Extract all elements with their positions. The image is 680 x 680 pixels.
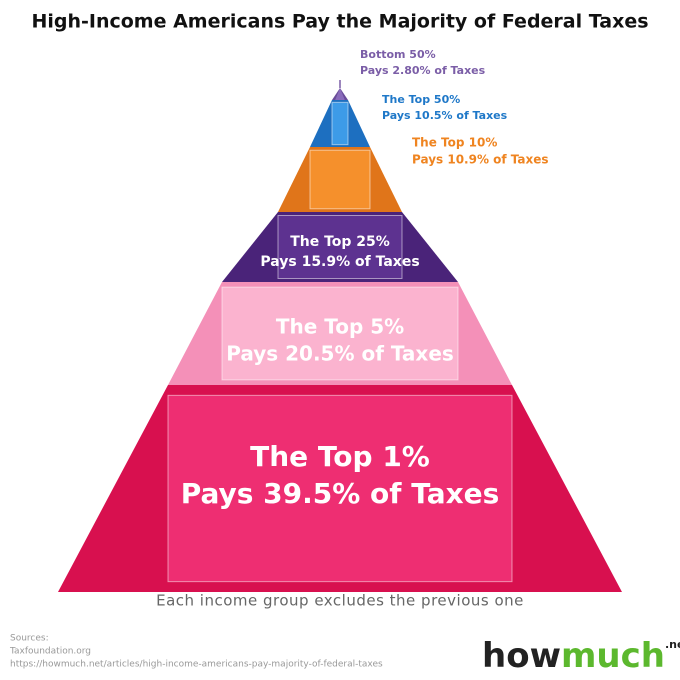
sources-url: https://howmuch.net/articles/high-income… (10, 660, 383, 670)
label: Pays 10.9% of Taxes (412, 153, 549, 167)
label: Pays 39.5% of Taxes (181, 477, 500, 510)
layer-shape (167, 394, 513, 583)
label: The Top 50% (382, 93, 460, 106)
logo: howmuch.net (482, 636, 680, 676)
label: The Top 1% (250, 440, 430, 473)
logo-much: much (561, 636, 665, 676)
label: Pays 20.5% of Taxes (226, 342, 454, 366)
label: Pays 10.5% of Taxes (382, 109, 508, 122)
pyramid (58, 88, 622, 592)
layer-shape (309, 149, 371, 210)
label: The Top 25% (290, 234, 390, 250)
sources-label: Sources: (10, 634, 49, 644)
layer-shape (277, 215, 403, 279)
label: Bottom 50% (360, 48, 436, 61)
layer-shape (335, 88, 345, 100)
layer-shape (221, 286, 459, 381)
sources-site: Taxfoundation.org (9, 647, 91, 657)
layer-shape (331, 101, 349, 146)
label: Pays 2.80% of Taxes (360, 64, 486, 77)
note: Each income group excludes the previous … (156, 592, 524, 610)
label: Pays 15.9% of Taxes (260, 254, 419, 270)
label: The Top 10% (412, 136, 497, 150)
logo-net: .net (665, 638, 680, 651)
title: High-Income Americans Pay the Majority o… (31, 11, 648, 33)
logo-how: how (482, 636, 561, 676)
label: The Top 5% (276, 315, 404, 339)
